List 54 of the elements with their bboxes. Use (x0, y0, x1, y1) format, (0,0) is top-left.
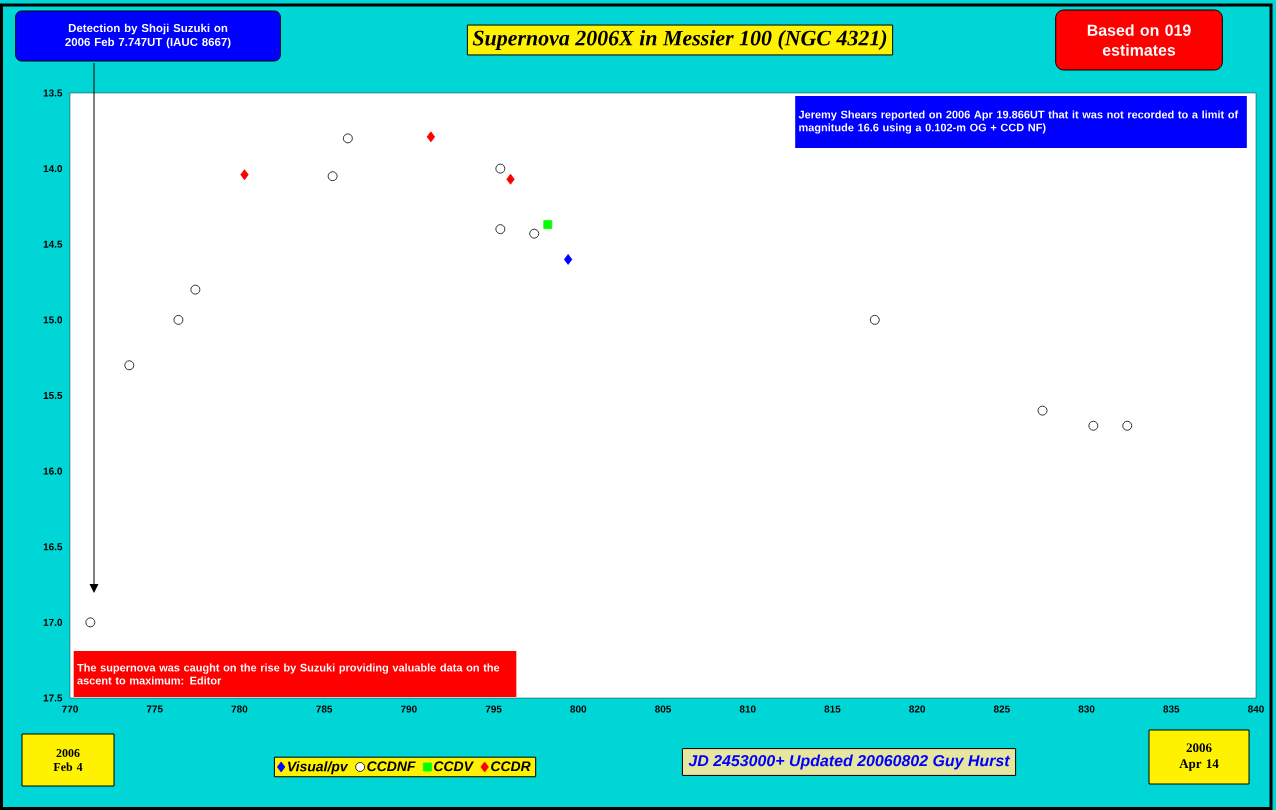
point (85, 617, 96, 628)
y-tick-label: 14.5 (43, 240, 63, 248)
x-tick-label: 775 (146, 705, 163, 713)
point (342, 133, 353, 144)
x-tick-label: 770 (62, 705, 78, 713)
x-axis-title: JD 2453000+ Updated 20060802 Guy Hurst (688, 754, 1011, 770)
y-tick-label: 15.0 (43, 316, 63, 324)
legend-label: CCDV (434, 761, 474, 772)
point (529, 228, 540, 239)
x-tick-label: 825 (993, 705, 1010, 713)
point (426, 131, 436, 143)
y-tick-label: 17.0 (43, 618, 63, 626)
legend-label: CCDNF (367, 761, 416, 772)
x-tick-label: 810 (739, 705, 756, 713)
x-tick-label: 820 (909, 705, 926, 713)
text: 2006 Feb 4 (53, 748, 83, 771)
text: Based on 019 estimates (1087, 24, 1191, 56)
point (1122, 420, 1133, 431)
y-tick-label: 13.5 (43, 89, 63, 97)
point (327, 171, 338, 182)
x-tick-label: 815 (824, 705, 841, 713)
point (543, 220, 553, 229)
point (173, 314, 184, 325)
point (124, 360, 135, 371)
text: Detection by Shoji Suzuki on 2006 Feb 7.747UT (IAUC 8667) (65, 23, 231, 49)
x-tick-label: 780 (231, 705, 248, 713)
point (506, 173, 515, 185)
chart-title: Supernova 2006X in Messier 100 (NGC 4321) (472, 30, 887, 50)
y-tick-label: 16.5 (43, 543, 63, 551)
y-tick-label: 17.5 (43, 694, 63, 702)
point (1088, 420, 1099, 431)
x-tick-label: 835 (1163, 705, 1180, 713)
point (563, 253, 573, 265)
x-tick-label: 795 (485, 705, 502, 713)
x-tick-label: 800 (570, 705, 587, 713)
text: 2006 Apr 14 (1179, 743, 1219, 771)
point (495, 163, 506, 174)
y-tick-label: 16.0 (43, 467, 63, 475)
x-tick-label: 790 (400, 705, 417, 713)
legend-label: Visual/pv (288, 761, 349, 775)
point (190, 284, 201, 295)
point (495, 224, 506, 235)
point (869, 314, 880, 325)
annotation: The supernova was caught on the rise by Suzuki providing valuable data on the ascent to maximum: Editor (77, 663, 500, 685)
y-tick-label: 14.0 (43, 165, 63, 173)
x-tick-label: 805 (655, 705, 672, 713)
x-tick-label: 830 (1078, 705, 1095, 713)
x-tick-label: 840 (1247, 705, 1264, 713)
point (240, 169, 249, 181)
point (1037, 405, 1048, 416)
legend-label: CCDR (491, 761, 531, 772)
annotation: Jeremy Shears reported on 2006 Apr 19.866UT that it was not recorded to a limit of magnitude 16.6 using a 0.102-m OG + CCD NF) (798, 110, 1239, 134)
x-tick-label: 785 (316, 705, 333, 713)
y-tick-label: 15.5 (43, 392, 63, 399)
